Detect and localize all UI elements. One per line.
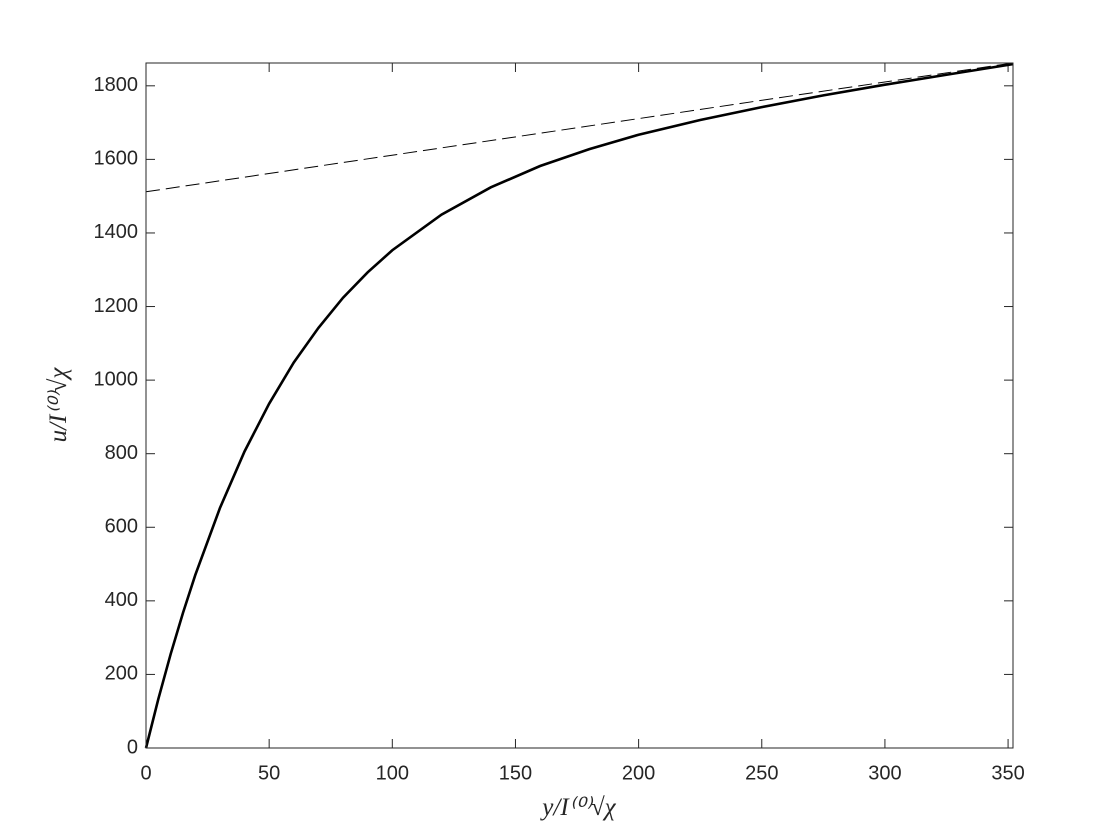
y-tick-label: 1000 [94,368,139,390]
x-tick-label: 250 [745,762,778,784]
x-tick-label: 350 [991,762,1024,784]
x-tick-label: 300 [868,762,901,784]
x-tick-label: 100 [376,762,409,784]
y-tick-label: 1800 [94,74,139,96]
x-tick-label: 50 [258,762,280,784]
x-tick-label: 150 [499,762,532,784]
line [145,62,1014,193]
y-tick-label: 1600 [94,148,139,170]
y-tick-label: 1200 [94,295,139,317]
y-tick-label: 0 [127,736,138,758]
y-tick-label: 800 [105,442,138,464]
y-tick-label: 600 [105,516,138,538]
y-tick-label: 200 [105,663,138,685]
y-tick-label: 1400 [94,221,139,243]
x-tick-label: 200 [622,762,655,784]
y-axis-label: u/I⁽⁰⁾√χ [45,367,72,443]
line [144,62,1014,749]
plot-frame [145,62,1014,749]
y-tick-label: 400 [105,589,138,611]
x-tick-label: 0 [140,762,151,784]
x-axis-label: y/I⁽⁰⁾√χ [539,794,616,821]
